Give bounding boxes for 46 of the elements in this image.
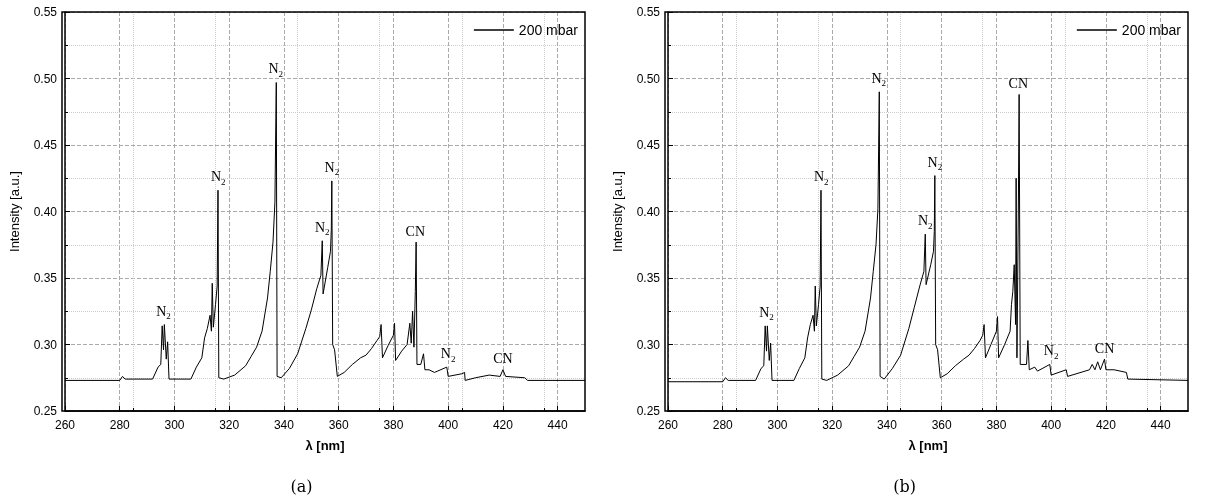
x-tick-label: 340	[876, 418, 898, 432]
y-tick-label: 0.45	[636, 138, 661, 152]
y-axis-title: Intensity [a.u.]	[610, 171, 625, 252]
y-tick-label: 0.40	[33, 204, 58, 219]
y-tick-label: 0.55	[636, 5, 661, 19]
x-axis-title: λ [nm]	[908, 438, 948, 453]
y-tick-label: 0.30	[33, 337, 58, 352]
x-tick-label: 320	[219, 418, 240, 432]
x-tick-label: 340	[273, 418, 295, 432]
x-tick-label: 380	[986, 418, 1007, 432]
text: (b)	[893, 476, 916, 496]
annotation: CN	[1094, 340, 1115, 356]
x-tick-label: 260	[657, 418, 679, 432]
x-tick-label: 400	[1041, 418, 1062, 432]
annotation: CN	[493, 351, 513, 367]
y-tick-label: 0.25	[33, 404, 58, 418]
annotation: CN	[1008, 75, 1029, 91]
y-tick-label: 0.35	[636, 271, 661, 285]
annotation: CN	[405, 223, 426, 239]
y-tick-label: 0.45	[33, 138, 58, 152]
y-tick-label: 0.35	[33, 271, 58, 285]
y-axis-title: Intensity [a.u.]	[7, 171, 22, 252]
x-tick-label: 300	[164, 418, 185, 432]
text: (a)	[290, 476, 313, 496]
x-tick-label: 360	[931, 418, 953, 432]
y-tick-label: 0.30	[636, 337, 661, 352]
y-tick-label: 0.40	[636, 204, 661, 219]
x-tick-label: 280	[712, 418, 734, 432]
y-tick-label: 0.50	[33, 71, 58, 86]
x-tick-label: 320	[822, 418, 843, 432]
y-tick-label: 0.55	[33, 5, 58, 19]
x-tick-label: 260	[54, 418, 76, 432]
x-tick-label: 440	[547, 418, 568, 432]
x-tick-label: 440	[1150, 418, 1171, 432]
y-tick-label: 0.50	[636, 71, 661, 86]
legend-label: 200 mbar	[518, 22, 579, 38]
x-tick-label: 280	[109, 418, 131, 432]
y-tick-label: 0.25	[636, 404, 661, 418]
x-tick-label: 360	[328, 418, 350, 432]
x-tick-label: 400	[438, 418, 459, 432]
x-tick-label: 380	[383, 418, 404, 432]
x-axis-title: λ [nm]	[305, 438, 345, 453]
x-tick-label: 420	[1095, 418, 1117, 432]
legend-label: 200 mbar	[1121, 22, 1182, 38]
x-tick-label: 300	[767, 418, 788, 432]
x-tick-label: 420	[492, 418, 514, 432]
